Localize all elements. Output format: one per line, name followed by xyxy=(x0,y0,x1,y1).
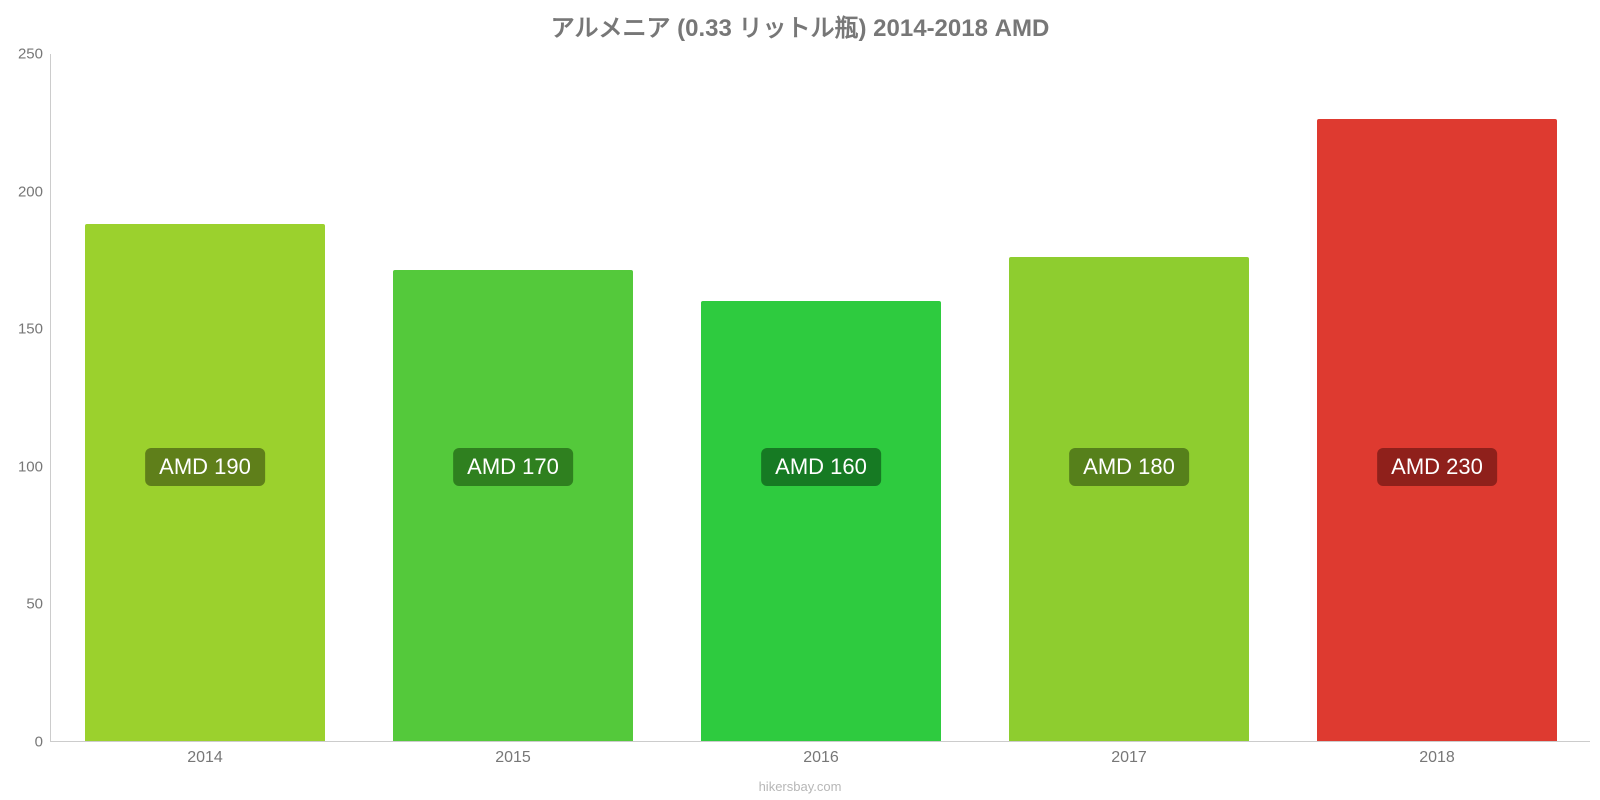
bar xyxy=(393,270,633,741)
plot-area: 0501001502002502014AMD 1902015AMD 170201… xyxy=(50,54,1590,742)
x-tick: 2014 xyxy=(187,741,223,767)
y-tick: 150 xyxy=(18,321,51,338)
source-text: hikersbay.com xyxy=(0,779,1600,794)
x-tick: 2018 xyxy=(1419,741,1455,767)
chart-title: アルメニア (0.33 リットル瓶) 2014-2018 AMD xyxy=(0,8,1600,43)
bar-value-label: AMD 170 xyxy=(453,448,573,486)
y-tick: 0 xyxy=(35,734,51,751)
chart-container: アルメニア (0.33 リットル瓶) 2014-2018 AMD 0501001… xyxy=(0,0,1600,800)
bar xyxy=(701,301,941,741)
y-tick: 100 xyxy=(18,458,51,475)
x-tick: 2015 xyxy=(495,741,531,767)
bar-value-label: AMD 160 xyxy=(761,448,881,486)
y-tick: 200 xyxy=(18,183,51,200)
x-tick: 2016 xyxy=(803,741,839,767)
y-tick: 250 xyxy=(18,46,51,63)
bar xyxy=(1317,119,1557,741)
x-tick: 2017 xyxy=(1111,741,1147,767)
bar-value-label: AMD 180 xyxy=(1069,448,1189,486)
y-tick: 50 xyxy=(26,596,51,613)
bar-value-label: AMD 230 xyxy=(1377,448,1497,486)
bar-value-label: AMD 190 xyxy=(145,448,265,486)
bar xyxy=(1009,257,1249,741)
